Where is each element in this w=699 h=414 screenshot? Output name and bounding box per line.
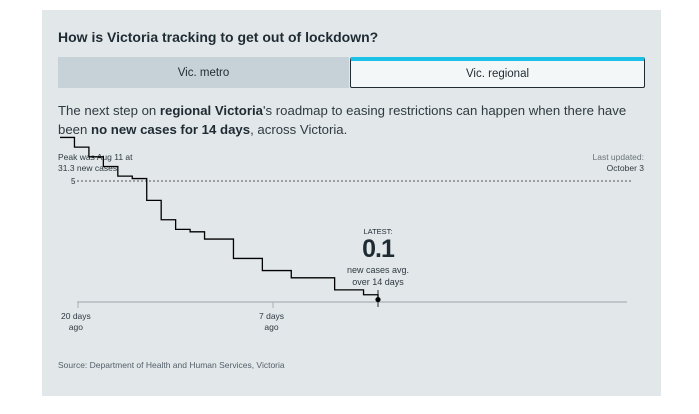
tracker-panel: How is Victoria tracking to get out of l… [42, 10, 661, 396]
x-label-20-days: 20 days ago [61, 311, 91, 332]
latest-value: 0.1 [362, 235, 395, 263]
latest-point [375, 296, 381, 303]
latest-label: LATEST: [363, 227, 393, 236]
source-note: Source: Department of Health and Human S… [58, 360, 285, 370]
panel-title: How is Victoria tracking to get out of l… [58, 29, 379, 45]
last-updated: Last updated: October 3 [592, 152, 644, 173]
threshold-label: 5 [71, 177, 76, 186]
description-text: The next step on regional Victoria's roa… [58, 103, 627, 137]
latest-caption: new cases avg. over 14 days [346, 265, 410, 287]
region-emphasis: regional Victoria [159, 103, 263, 118]
tab-vic-regional[interactable]: Vic. regional [350, 57, 645, 88]
condition-emphasis: no new cases for 14 days [91, 122, 251, 137]
x-label-7-days: 7 days ago [259, 311, 285, 332]
tab-vic-metro[interactable]: Vic. metro [58, 57, 349, 88]
cases-line-chart: 5 [60, 136, 632, 308]
cases-series-line [60, 136, 379, 300]
